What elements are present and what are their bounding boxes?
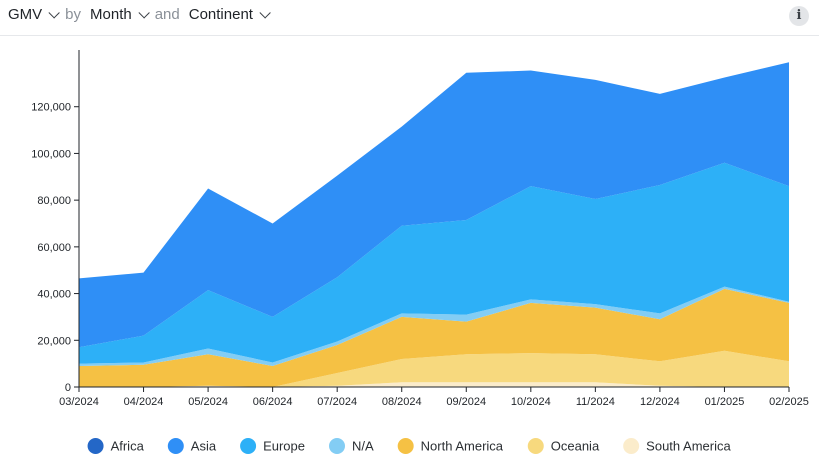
- dimension1-selector[interactable]: Month: [90, 6, 150, 23]
- x-tick-label: 12/2024: [640, 396, 680, 408]
- x-tick-label: 04/2024: [124, 396, 164, 408]
- x-tick-label: 06/2024: [253, 396, 293, 408]
- y-tick-label: 80,000: [37, 195, 71, 207]
- by-text: by: [65, 6, 82, 23]
- dimension2-label: Continent: [188, 6, 253, 23]
- area-north-america[interactable]: [79, 288, 789, 387]
- legend-item-south-america[interactable]: South America: [623, 438, 731, 454]
- y-tick-label: 60,000: [37, 242, 71, 254]
- x-tick-label: 05/2024: [188, 396, 228, 408]
- x-tick-label: 10/2024: [511, 396, 551, 408]
- x-tick-label: 09/2024: [446, 396, 486, 408]
- area-europe[interactable]: [79, 162, 789, 364]
- y-tick-label: 20,000: [37, 335, 71, 347]
- legend: Africa Asia Europe N/A North America Oceania S…: [87, 438, 731, 454]
- legend-label: Asia: [191, 439, 217, 454]
- x-tick-label: 01/2025: [705, 396, 745, 408]
- x-tick-label: 11/2024: [576, 396, 615, 408]
- y-tick-label: 40,000: [37, 289, 71, 301]
- y-tick-label: 100,000: [31, 148, 71, 160]
- y-tick-label: 120,000: [31, 102, 71, 114]
- dimension2-selector[interactable]: Continent: [188, 6, 271, 23]
- legend-swatch: [87, 438, 104, 454]
- area-oceania[interactable]: [79, 350, 789, 387]
- legend-swatch: [527, 438, 544, 454]
- info-icon[interactable]: i: [789, 6, 809, 26]
- legend-label: South America: [646, 439, 731, 454]
- metric-label: GMV: [8, 6, 43, 23]
- and-text: and: [154, 6, 180, 23]
- legend-item-north-america[interactable]: North America: [397, 438, 504, 454]
- legend-label: Africa: [111, 439, 145, 454]
- area-asia[interactable]: [79, 62, 789, 348]
- x-tick-label: 03/2024: [59, 396, 99, 408]
- y-tick-label: 0: [65, 382, 71, 394]
- legend-item-africa[interactable]: Africa: [87, 438, 145, 454]
- chart-header: GMV by Month and Continent i: [0, 0, 819, 36]
- legend-swatch: [397, 438, 414, 454]
- x-tick-label: 08/2024: [382, 396, 422, 408]
- legend-label: North America: [421, 439, 504, 454]
- legend-swatch: [329, 438, 346, 454]
- legend-item-n-a[interactable]: N/A: [329, 438, 374, 454]
- axes: 0 20,000 40,000 60,000 80,000 100,000 120,000 0…: [31, 50, 809, 408]
- legend-label: Oceania: [551, 439, 600, 454]
- query-breadcrumb: GMV by Month and Continent: [8, 6, 271, 23]
- legend-swatch: [623, 438, 640, 454]
- area-n-a[interactable]: [79, 286, 789, 366]
- x-tick-label: 02/2025: [769, 396, 809, 408]
- legend-item-europe[interactable]: Europe: [240, 438, 305, 454]
- area-south-america[interactable]: [79, 382, 789, 387]
- legend-item-asia[interactable]: Asia: [167, 438, 217, 454]
- legend-swatch: [240, 438, 257, 454]
- legend-item-oceania[interactable]: Oceania: [527, 438, 600, 454]
- x-tick-label: 07/2024: [317, 396, 357, 408]
- dimension1-label: Month: [90, 6, 132, 23]
- metric-selector[interactable]: GMV: [8, 6, 60, 23]
- legend-label: N/A: [352, 439, 374, 454]
- legend-swatch: [167, 438, 184, 454]
- area-layers: [79, 62, 789, 387]
- legend-label: Europe: [263, 439, 305, 454]
